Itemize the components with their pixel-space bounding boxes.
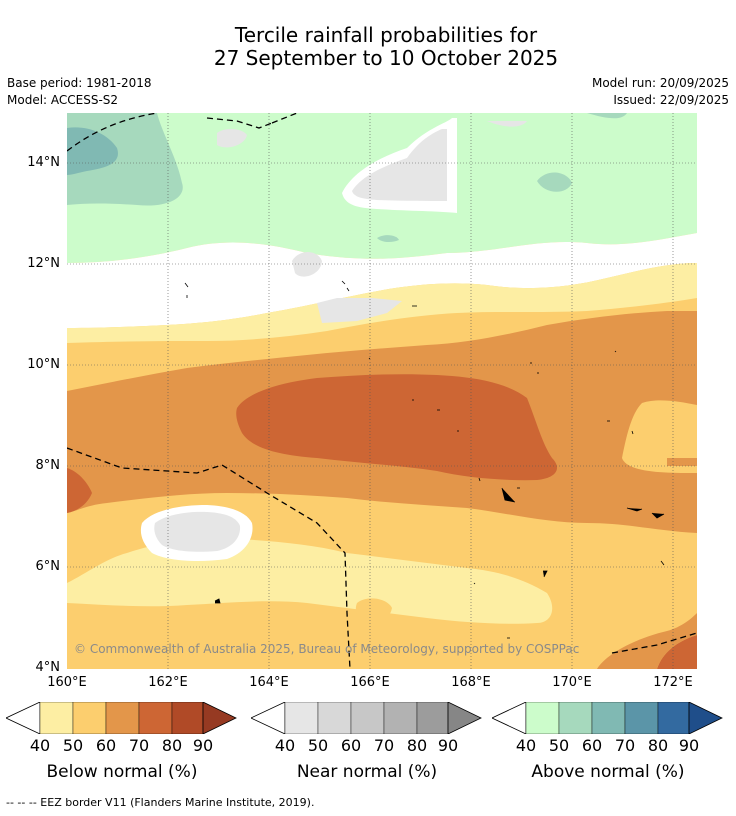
- lat-label-10: 10°N: [27, 357, 60, 372]
- issued-date: Issued: 22/09/2025: [613, 93, 729, 107]
- region-below-70-c: [657, 635, 697, 669]
- region-near-40-d: [317, 298, 402, 323]
- colorbar-above-seg-2: [558, 702, 593, 734]
- region-near-40-e: [217, 129, 247, 148]
- region-near-40-f: [487, 121, 527, 127]
- lon-label-166: 166°E: [350, 675, 390, 690]
- lon-label-172: 172°E: [653, 675, 693, 690]
- lat-label-4: 4°N: [35, 660, 61, 675]
- region-above-50-c: [587, 113, 627, 119]
- cb-near-tick-70: 70: [373, 736, 395, 755]
- lon-label-164: 164°E: [249, 675, 289, 690]
- colorbar-above-label: Above normal (%): [531, 762, 685, 782]
- lat-label-12: 12°N: [27, 256, 60, 271]
- islands: [184, 280, 665, 639]
- cb-below-tick-80: 80: [161, 736, 183, 755]
- title-line-2: 27 September to 10 October 2025: [213, 46, 559, 70]
- eez-footnote: -- -- -- EEZ border V11 (Flanders Marine…: [6, 796, 315, 809]
- cb-below-tick-50: 50: [62, 736, 84, 755]
- cb-near-tick-80: 80: [406, 736, 428, 755]
- lon-label-170: 170°E: [552, 675, 592, 690]
- colorbar-near-high-arrow: [447, 702, 482, 734]
- lat-label-14: 14°N: [27, 155, 60, 170]
- lat-label-8: 8°N: [35, 458, 61, 473]
- colorbar-above-seg-1: [525, 702, 560, 734]
- colorbar-above-high-arrow: [688, 702, 723, 734]
- region-below-60-c: [667, 458, 697, 466]
- colorbar-below-seg-5: [171, 702, 204, 734]
- region-near-40-b: [352, 129, 447, 201]
- colorbar-near-seg-3: [350, 702, 385, 734]
- colorbar-below-seg-3: [105, 702, 140, 734]
- colorbar-near-low-arrow: [251, 702, 286, 734]
- gridlines: [67, 113, 697, 669]
- colorbar-near: [251, 702, 482, 734]
- region-below-70: [236, 374, 558, 481]
- cb-near-tick-40: 40: [274, 736, 296, 755]
- cb-below-tick-90: 90: [192, 736, 214, 755]
- colorbar-above-low-arrow: [492, 702, 527, 734]
- colorbar-below-seg-1: [39, 702, 74, 734]
- colorbar-near-label: Near normal (%): [296, 762, 438, 782]
- colorbar-above-seg-5: [657, 702, 690, 734]
- base-period: Base period: 1981-2018: [7, 76, 152, 90]
- lon-label-160: 160°E: [47, 675, 87, 690]
- region-below-70-b: [67, 468, 92, 513]
- colorbar-below-low-arrow: [6, 702, 41, 734]
- copyright-text: © Commonwealth of Australia 2025, Bureau…: [74, 642, 579, 656]
- model-run: Model run: 20/09/2025: [591, 76, 729, 90]
- cb-below-tick-60: 60: [95, 736, 117, 755]
- cb-above-tick-40: 40: [515, 736, 537, 755]
- colorbar-below-seg-4: [138, 702, 173, 734]
- lon-label-162: 162°E: [148, 675, 188, 690]
- model-name: Model: ACCESS-S2: [7, 93, 119, 107]
- colorbar-above: [492, 702, 723, 734]
- lat-label-6: 6°N: [35, 559, 61, 574]
- cb-near-tick-50: 50: [307, 736, 329, 755]
- colorbar-near-seg-1: [284, 702, 319, 734]
- cb-below-tick-40: 40: [29, 736, 51, 755]
- colorbar-above-seg-4: [624, 702, 659, 734]
- region-above-50-b: [537, 172, 572, 192]
- region-above-50-d: [377, 235, 399, 243]
- region-below-40-south-b: [355, 598, 392, 625]
- colorbar-above-seg-3: [591, 702, 626, 734]
- region-near-40-a: [154, 511, 241, 552]
- cb-above-tick-50: 50: [548, 736, 570, 755]
- colorbar-near-seg-2: [317, 702, 352, 734]
- lon-label-168: 168°E: [451, 675, 491, 690]
- cb-near-tick-60: 60: [340, 736, 362, 755]
- eez-borders: [67, 113, 697, 669]
- colorbar-below-high-arrow: [202, 702, 237, 734]
- cb-above-tick-60: 60: [581, 736, 603, 755]
- cb-above-tick-80: 80: [647, 736, 669, 755]
- colorbar-below-seg-2: [72, 702, 107, 734]
- cb-above-tick-90: 90: [678, 736, 700, 755]
- colorbar-below: [6, 702, 237, 734]
- cb-below-tick-70: 70: [128, 736, 150, 755]
- title-line-1: Tercile rainfall probabilities for: [234, 23, 538, 47]
- cb-near-tick-90: 90: [437, 736, 459, 755]
- forecast-map: © Commonwealth of Australia 2025, Bureau…: [67, 113, 697, 669]
- colorbar-below-label: Below normal (%): [46, 762, 198, 782]
- region-white-band: [67, 233, 697, 328]
- colorbar-near-seg-5: [416, 702, 449, 734]
- cb-above-tick-70: 70: [614, 736, 636, 755]
- region-below-60-b: [597, 613, 697, 669]
- colorbar-near-seg-4: [383, 702, 418, 734]
